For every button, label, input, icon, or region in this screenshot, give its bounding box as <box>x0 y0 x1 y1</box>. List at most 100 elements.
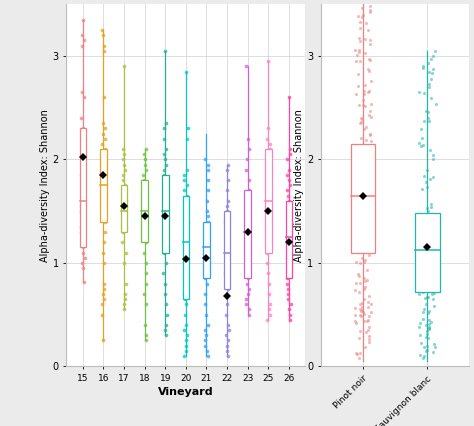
Point <box>419 63 427 70</box>
Point <box>120 228 128 235</box>
Point <box>364 89 372 96</box>
Point <box>120 192 128 199</box>
Point <box>223 244 231 251</box>
Point <box>224 265 232 271</box>
Point <box>361 284 369 291</box>
Point <box>358 192 366 199</box>
Point <box>365 336 373 343</box>
Point <box>181 167 188 173</box>
Point <box>99 135 107 142</box>
Point <box>182 187 190 194</box>
Point <box>223 259 230 266</box>
Point <box>422 347 429 354</box>
Point <box>356 235 364 242</box>
Point <box>352 160 360 167</box>
Point <box>425 83 432 90</box>
Point <box>203 275 211 282</box>
Y-axis label: Alpha-diversity Index: Shannon: Alpha-diversity Index: Shannon <box>40 109 50 262</box>
Point <box>363 20 370 26</box>
Point <box>141 172 149 178</box>
Point <box>431 343 439 350</box>
Point <box>98 291 106 297</box>
Bar <box>351 144 375 253</box>
Point <box>141 249 149 256</box>
Point <box>202 156 210 163</box>
Point <box>245 259 253 266</box>
Point <box>358 185 366 192</box>
Point <box>284 146 292 153</box>
Point <box>365 313 373 320</box>
Point <box>101 337 109 344</box>
Point <box>422 226 430 233</box>
Point <box>362 231 369 238</box>
Point <box>203 223 210 230</box>
Point <box>204 348 211 354</box>
Point <box>121 223 128 230</box>
Point <box>183 68 191 75</box>
Point <box>264 317 271 323</box>
Point <box>357 162 365 169</box>
Point <box>359 170 366 177</box>
Point <box>360 87 367 94</box>
Point <box>225 275 233 282</box>
Point <box>358 149 366 155</box>
Point <box>352 350 360 357</box>
Point <box>286 223 293 230</box>
Point <box>242 146 250 153</box>
Point <box>284 192 292 199</box>
Point <box>356 25 364 32</box>
Point <box>100 161 108 168</box>
Point <box>419 141 427 148</box>
Point <box>225 249 232 256</box>
Point <box>355 244 363 251</box>
Point <box>424 246 431 253</box>
Point <box>182 172 189 178</box>
Point <box>357 313 365 320</box>
Point <box>351 216 359 222</box>
Point <box>181 296 188 302</box>
Point <box>357 193 365 199</box>
Point <box>422 285 429 292</box>
Point <box>358 235 366 242</box>
Point <box>361 310 368 317</box>
Point <box>81 278 88 285</box>
Point <box>363 231 371 238</box>
Point <box>419 308 427 315</box>
Point <box>420 117 428 124</box>
Point <box>419 240 427 247</box>
Point <box>79 228 86 235</box>
Point <box>182 337 190 344</box>
Point <box>79 233 87 240</box>
Point <box>365 303 372 310</box>
Point <box>120 249 128 256</box>
Point <box>285 213 293 220</box>
Point <box>352 198 360 204</box>
Point <box>78 182 85 189</box>
Point <box>358 115 365 122</box>
Point <box>244 311 252 318</box>
Point <box>99 228 106 235</box>
Point <box>160 301 168 308</box>
Point <box>423 204 430 211</box>
Point <box>429 227 437 234</box>
Point <box>367 7 374 14</box>
Point <box>354 70 362 77</box>
Point <box>353 351 361 357</box>
Point <box>79 125 86 132</box>
Point <box>367 114 374 121</box>
Point <box>366 37 374 43</box>
Point <box>422 254 429 261</box>
Point <box>264 280 272 287</box>
Point <box>419 135 426 142</box>
Point <box>284 228 292 235</box>
Point <box>357 279 365 286</box>
Point <box>119 296 127 302</box>
Point <box>225 291 232 297</box>
Point <box>78 213 85 220</box>
Point <box>430 303 438 310</box>
Point <box>354 141 361 148</box>
Point <box>225 270 232 276</box>
Point <box>263 208 271 215</box>
Point <box>81 94 88 101</box>
Point <box>421 261 428 268</box>
